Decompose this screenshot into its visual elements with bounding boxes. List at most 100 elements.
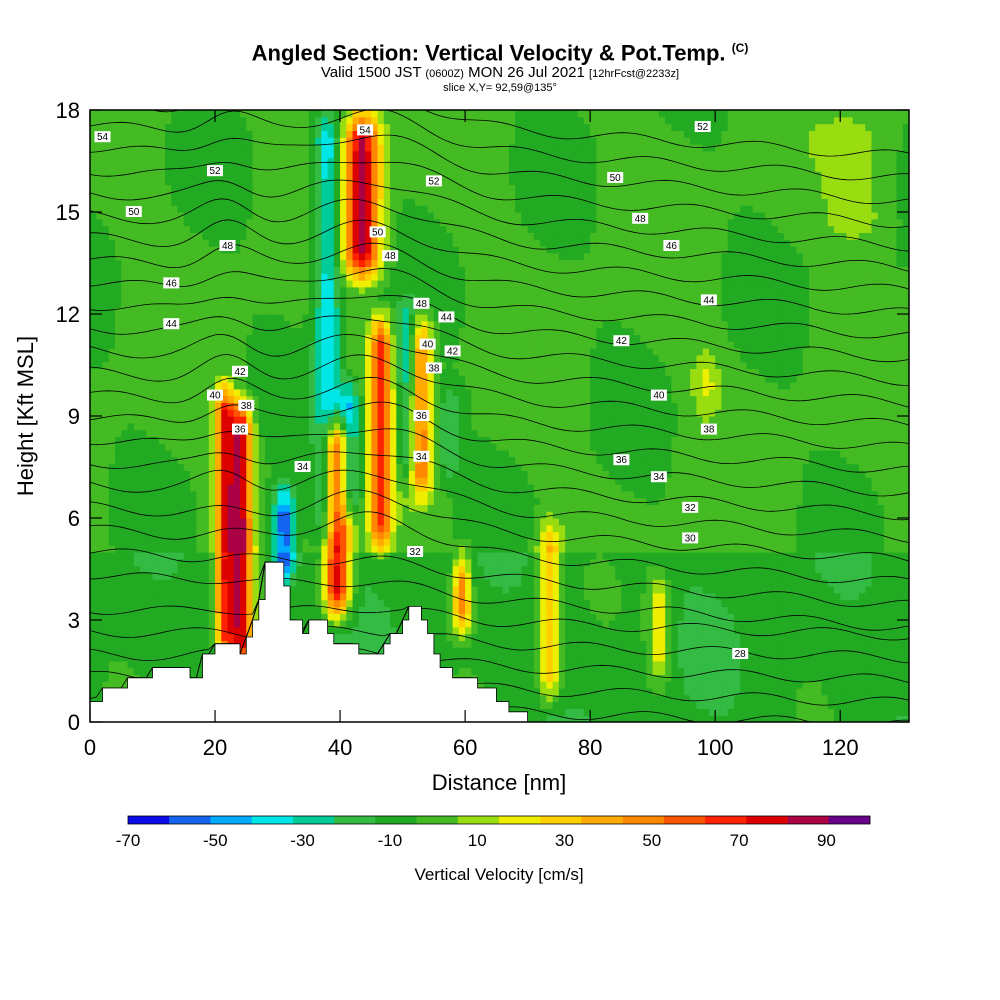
heatmap-cell: [121, 606, 129, 614]
heatmap-cell: [427, 116, 435, 125]
heatmap-cell: [427, 157, 435, 165]
heatmap-cell: [96, 470, 104, 478]
heatmap-cell: [296, 137, 304, 145]
heatmap-cell: [333, 429, 341, 437]
heatmap-cell: [365, 259, 372, 267]
heatmap-cell: [215, 586, 222, 594]
heatmap-cell: [415, 286, 422, 295]
heatmap-cell: [340, 205, 347, 213]
heatmap-cell: [402, 286, 410, 295]
heatmap-cell: [333, 511, 341, 519]
heatmap-cell: [433, 592, 441, 601]
heatmap-cell: [415, 538, 422, 546]
heatmap-cell: [365, 640, 372, 648]
heatmap-cell: [146, 246, 154, 254]
heatmap-cell: [215, 157, 222, 165]
heatmap-cell: [340, 164, 347, 172]
heatmap-cell: [390, 620, 397, 628]
heatmap-cell: [352, 286, 360, 295]
heatmap-cell: [421, 334, 429, 342]
heatmap-cell: [121, 667, 129, 675]
heatmap-cell: [421, 150, 429, 159]
heatmap-cell: [346, 620, 354, 628]
valid-date: MON 26 Jul 2021: [468, 64, 585, 82]
heatmap-cell: [202, 395, 210, 403]
heatmap-cell: [383, 273, 391, 281]
heatmap-cell: [321, 456, 329, 465]
heatmap-cell: [252, 456, 260, 465]
heatmap-cell: [152, 395, 160, 403]
heatmap-cell: [221, 205, 229, 213]
heatmap-cell: [271, 504, 279, 512]
heatmap-cell: [283, 212, 291, 220]
heatmap-cell: [415, 239, 422, 247]
heatmap-cell: [277, 232, 285, 240]
heatmap-cell: [258, 470, 266, 478]
heatmap-cell: [127, 334, 135, 342]
heatmap-cell: [396, 178, 404, 186]
heatmap-cell: [246, 116, 254, 125]
heatmap-cell: [121, 572, 129, 580]
heatmap-cell: [415, 266, 422, 274]
heatmap-cell: [121, 286, 129, 295]
heatmap-cell: [427, 443, 435, 451]
heatmap-cell: [133, 191, 141, 199]
heatmap-cell: [277, 450, 285, 458]
heatmap-cell: [427, 524, 435, 533]
heatmap-cell: [127, 524, 135, 533]
heatmap-cell: [371, 178, 379, 186]
heatmap-cell: [165, 450, 172, 458]
heatmap-cell: [327, 402, 335, 410]
heatmap-cell: [277, 545, 285, 553]
heatmap-cell: [140, 266, 147, 274]
heatmap-cell: [196, 450, 204, 458]
heatmap-cell: [315, 456, 322, 465]
heatmap-cell: [196, 137, 204, 145]
heatmap-cell: [308, 205, 316, 213]
heatmap-cell: [127, 409, 135, 417]
heatmap-cell: [96, 545, 104, 553]
heatmap-cell: [415, 157, 422, 165]
heatmap-cell: [302, 470, 310, 478]
heatmap-cell: [246, 273, 254, 281]
heatmap-cell: [327, 443, 335, 451]
heatmap-cell: [96, 348, 104, 356]
heatmap-cell: [333, 470, 341, 478]
heatmap-cell: [333, 327, 341, 335]
heatmap-cell: [315, 171, 322, 179]
heatmap-cell: [321, 184, 329, 193]
heatmap-cell: [208, 205, 216, 213]
heatmap-cell: [258, 409, 266, 417]
heatmap-cell: [371, 633, 379, 641]
heatmap-cell: [421, 484, 429, 492]
heatmap-cell: [377, 116, 385, 125]
heatmap-cell: [152, 470, 160, 478]
heatmap-cell: [352, 531, 360, 539]
heatmap-cell: [208, 314, 216, 322]
heatmap-cell: [321, 422, 329, 431]
heatmap-cell: [121, 599, 129, 607]
heatmap-cell: [346, 334, 354, 342]
heatmap-cell: [158, 368, 166, 376]
heatmap-cell: [365, 232, 372, 240]
heatmap-cell: [208, 552, 216, 560]
heatmap-cell: [402, 110, 410, 118]
heatmap-cell: [421, 286, 429, 295]
heatmap-cell: [321, 572, 329, 580]
heatmap-cell: [333, 341, 341, 349]
heatmap-cell: [283, 545, 291, 553]
heatmap-cell: [421, 184, 429, 193]
heatmap-cell: [146, 572, 154, 580]
heatmap-cell: [215, 470, 222, 478]
heatmap-cell: [96, 388, 104, 397]
heatmap-cell: [296, 266, 304, 274]
heatmap-cell: [202, 123, 210, 131]
heatmap-cell: [427, 232, 435, 240]
heatmap-cell: [258, 538, 266, 546]
heatmap-cell: [290, 545, 297, 553]
heatmap-cell: [296, 191, 304, 199]
heatmap-cell: [415, 198, 422, 206]
heatmap-cell: [121, 368, 129, 376]
heatmap-cell: [396, 150, 404, 159]
heatmap-cell: [121, 626, 129, 635]
